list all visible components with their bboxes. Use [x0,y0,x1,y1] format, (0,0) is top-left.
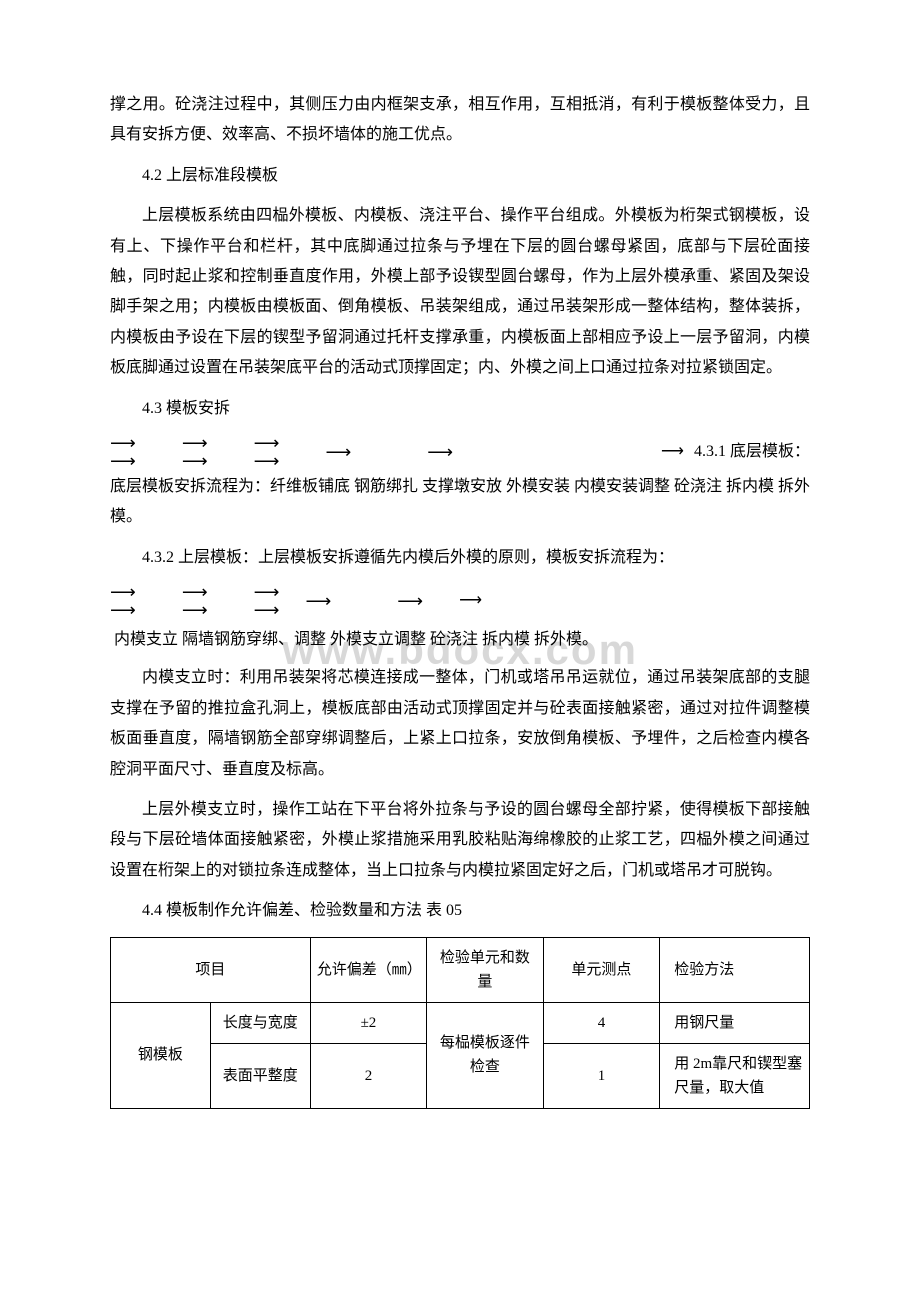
paragraph-inner-form: 内模支立时：利用吊装架将芯模连接成一整体，门机或塔吊吊运就位，通过吊装架底部的支… [110,663,810,785]
td-tol: 2 [310,1043,427,1108]
table-row: 项目 允许偏差（㎜） 检验单元和数量 单元测点 检验方法 [111,937,810,1002]
table-row: 钢模板 长度与宽度 ±2 每榀模板逐件检查 4 用钢尺量 [111,1002,810,1043]
arrow-icon: ⟶ [427,443,453,461]
arrow-icon: ⟶⟶ [182,583,208,619]
th-check-unit: 检验单元和数量 [427,937,544,1002]
th-method: 检验方法 [660,937,810,1002]
td-pt: 4 [543,1002,660,1043]
document-content: 撑之用。砼浇注过程中，其侧压力由内框架支承，相互作用，互相抵消，有利于模板整体受… [110,90,810,1109]
arrow-icon: ⟶⟶ [182,434,208,470]
heading-4-3: 4.3 模板安拆 [110,394,810,424]
td-sub: 长度与宽度 [210,1002,310,1043]
td-item-label: 钢模板 [111,1002,211,1108]
arrow-row-1-top: ⟶⟶ ⟶⟶ ⟶⟶ ⟶ ⟶ ⟶ 4.3.1 底层模板： [110,434,810,470]
label-431: 4.3.1 底层模板： [694,437,810,467]
td-check-unit: 每榀模板逐件检查 [427,1002,544,1108]
arrow-icon: ⟶ [661,437,684,467]
tolerance-table: 项目 允许偏差（㎜） 检验单元和数量 单元测点 检验方法 钢模板 长度与宽度 ±… [110,937,810,1109]
arrow-icon: ⟶⟶ [110,583,136,619]
td-pt: 1 [543,1043,660,1108]
td-method: 用 2m靠尺和锲型塞尺量，取大值 [660,1043,810,1108]
paragraph-intro: 撑之用。砼浇注过程中，其侧压力由内框架支承，相互作用，互相抵消，有利于模板整体受… [110,90,810,151]
heading-4-2: 4.2 上层标准段模板 [110,161,810,191]
arrow-icon: ⟶ [325,443,351,461]
arrow-icon: ⟶⟶ [110,434,136,470]
th-unit-point: 单元测点 [543,937,660,1002]
arrow-icon: ⟶ [459,586,482,616]
label-432-tail: 内模支立 隔墙钢筋穿绑、调整 外模支立调整 砼浇注 拆内模 拆外模。 [114,625,598,655]
arrow-row-2: ⟶⟶ ⟶⟶ ⟶⟶ ⟶ ⟶ ⟶ 内模支立 隔墙钢筋穿绑、调整 外模支立调整 砼浇注… [110,583,810,655]
arrow-icon: ⟶ [397,592,423,610]
arrow-icon: ⟶⟶ [254,583,280,619]
paragraph-4-2-body: 上层模板系统由四榀外模板、内模板、浇注平台、操作平台组成。外模板为桁架式钢模板，… [110,201,810,383]
arrow-icon: ⟶⟶ [254,434,280,470]
arrow-icon: ⟶ [305,592,331,610]
heading-4-4: 4.4 模板制作允许偏差、检验数量和方法 表 05 [110,896,810,926]
th-item: 项目 [111,937,311,1002]
td-method: 用钢尺量 [660,1002,810,1043]
th-tolerance: 允许偏差（㎜） [310,937,427,1002]
paragraph-431-body: 底层模板安拆流程为：纤维板铺底 钢筋绑扎 支撑墩安放 外模安装 内模安装调整 砼… [110,472,810,533]
td-tol: ±2 [310,1002,427,1043]
paragraph-432: 4.3.2 上层模板：上层模板安拆遵循先内模后外模的原则，模板安拆流程为： [110,543,810,573]
td-sub: 表面平整度 [210,1043,310,1108]
paragraph-outer-form: 上层外模支立时，操作工站在下平台将外拉条与予设的圆台螺母全部拧紧，使得模板下部接… [110,795,810,886]
